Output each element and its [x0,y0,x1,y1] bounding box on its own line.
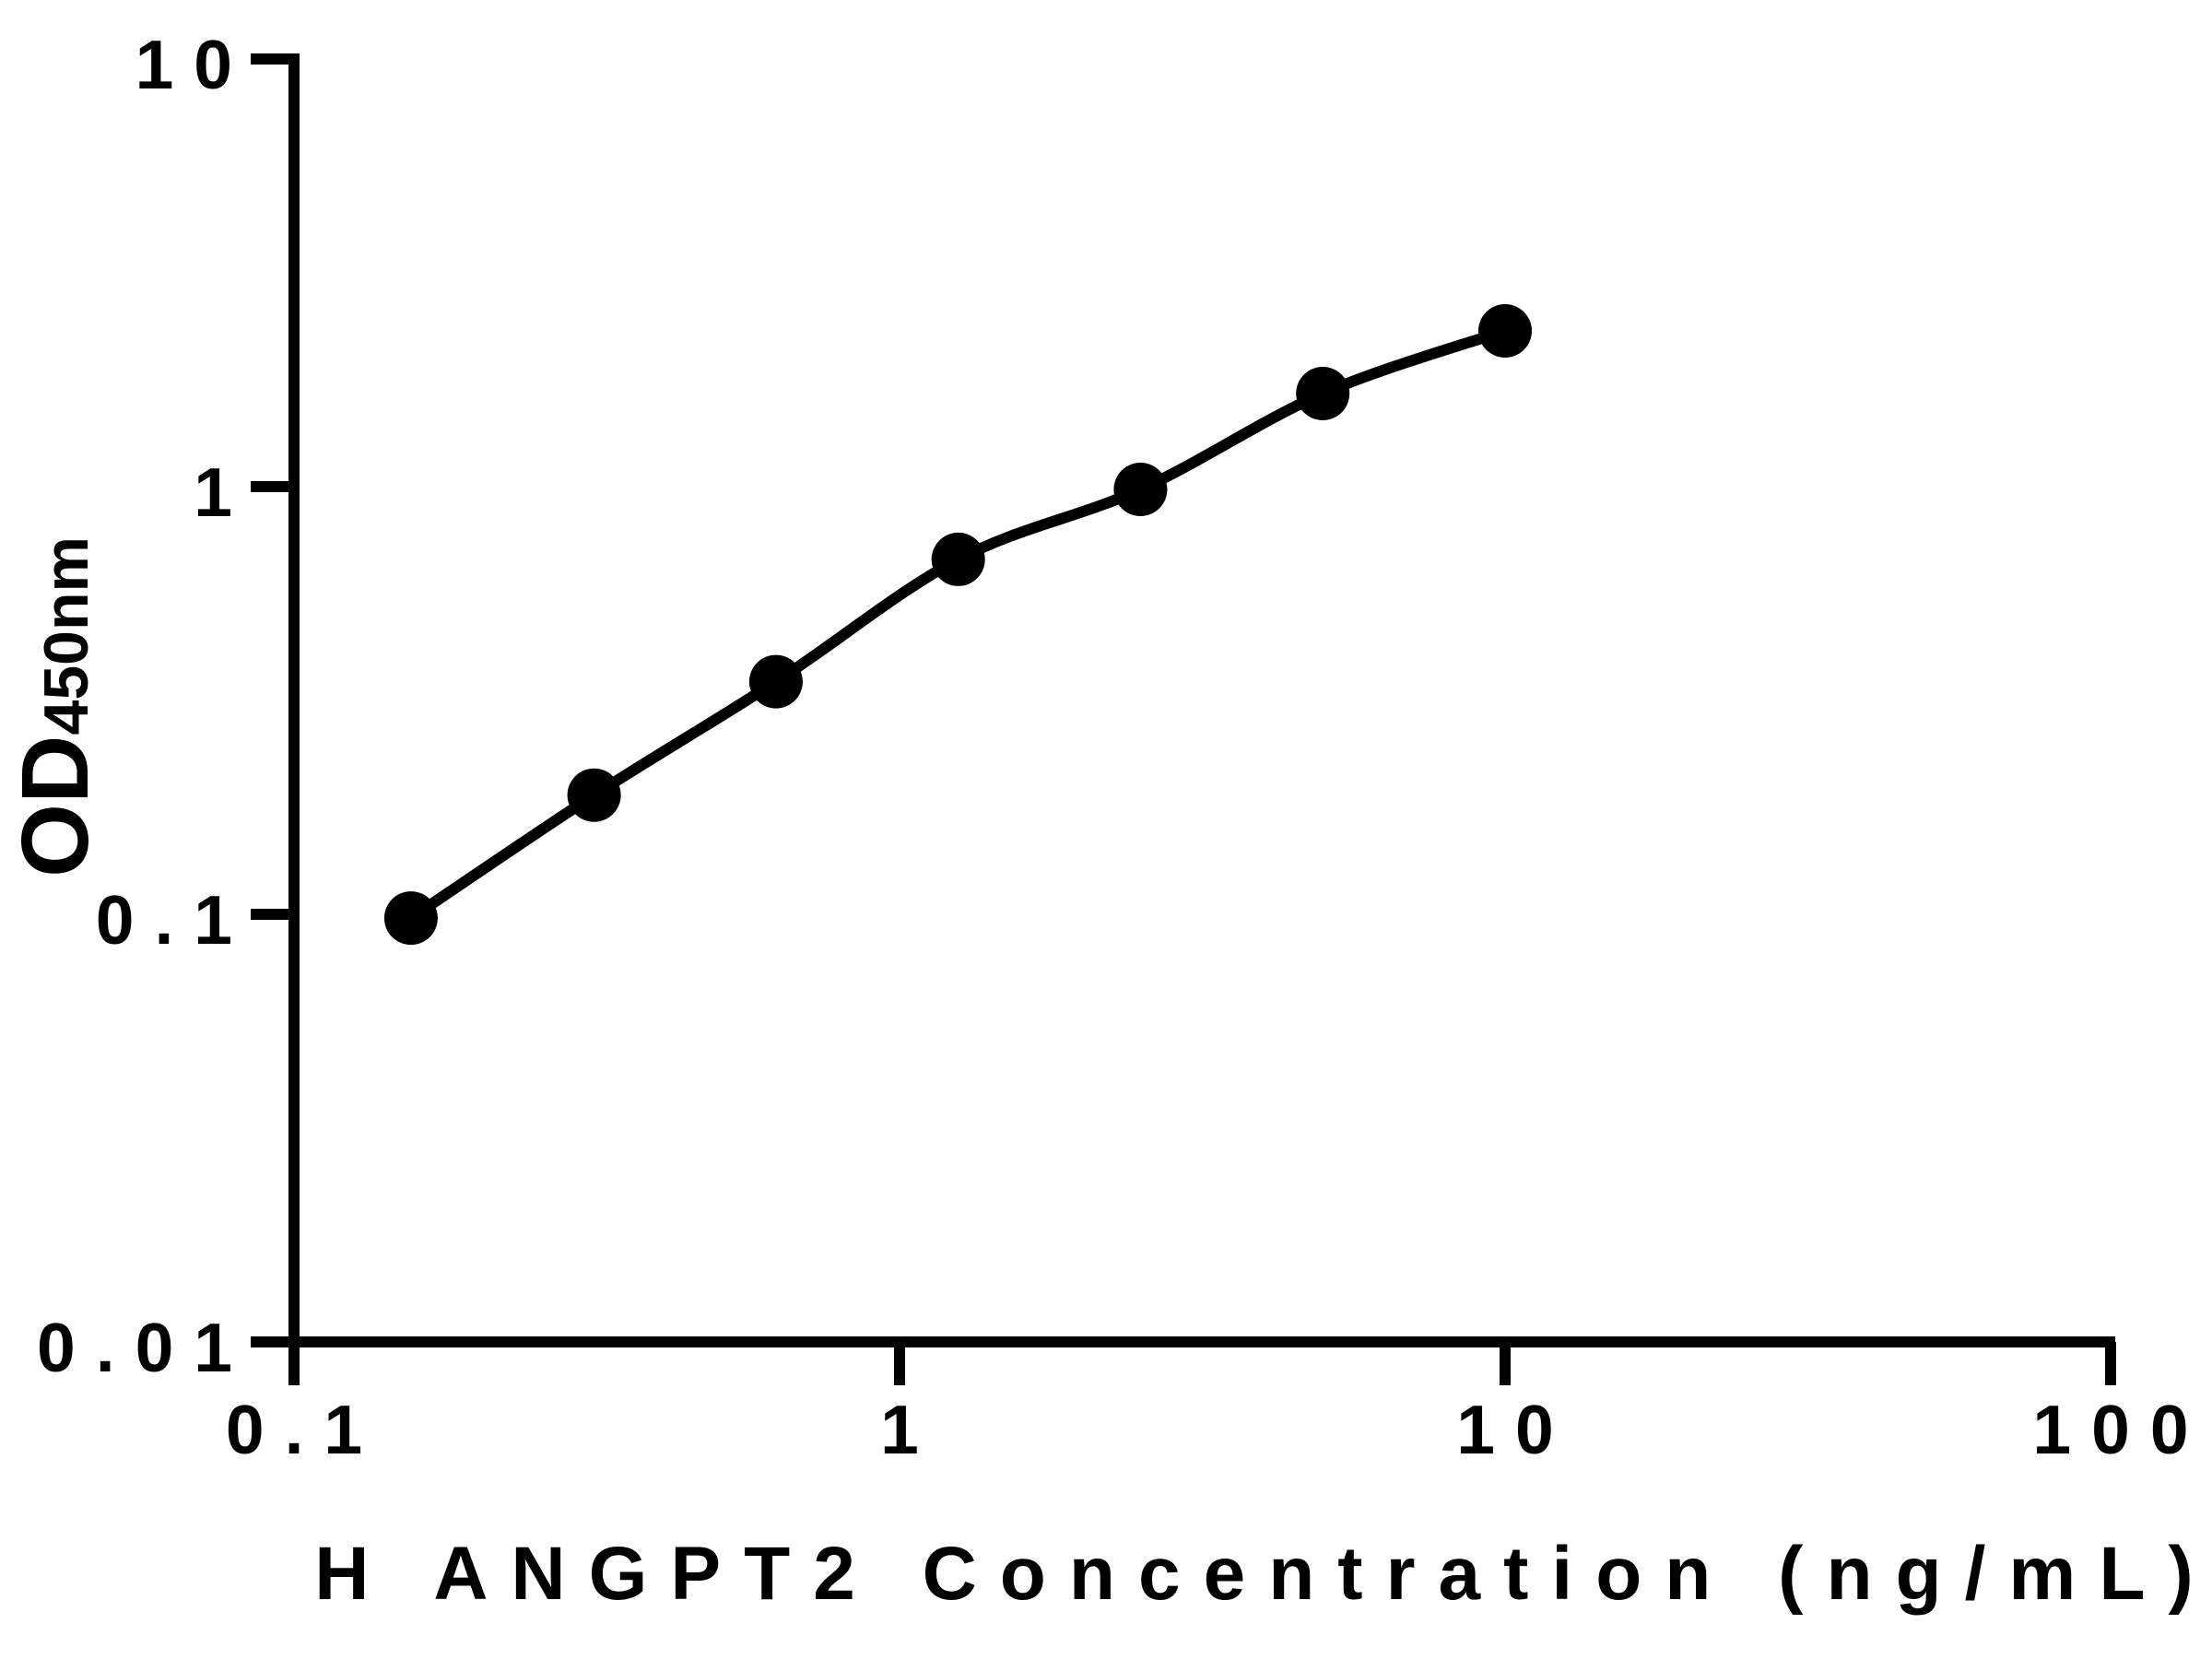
svg-text:100: 100 [2032,1391,2208,1468]
svg-text:1: 1 [880,1391,939,1468]
svg-text:0.01: 0.01 [37,1309,253,1386]
svg-text:OD450nm: OD450nm [2,536,108,877]
svg-text:0.1: 0.1 [226,1391,382,1468]
svg-text:10: 10 [135,26,253,103]
svg-text:10: 10 [1456,1391,1573,1468]
svg-text:H ANGPT2 Concentration (ng/mL): H ANGPT2 Concentration (ng/mL) [314,1532,2212,1616]
svg-text:0.1: 0.1 [96,881,253,959]
svg-text:1: 1 [194,453,253,531]
